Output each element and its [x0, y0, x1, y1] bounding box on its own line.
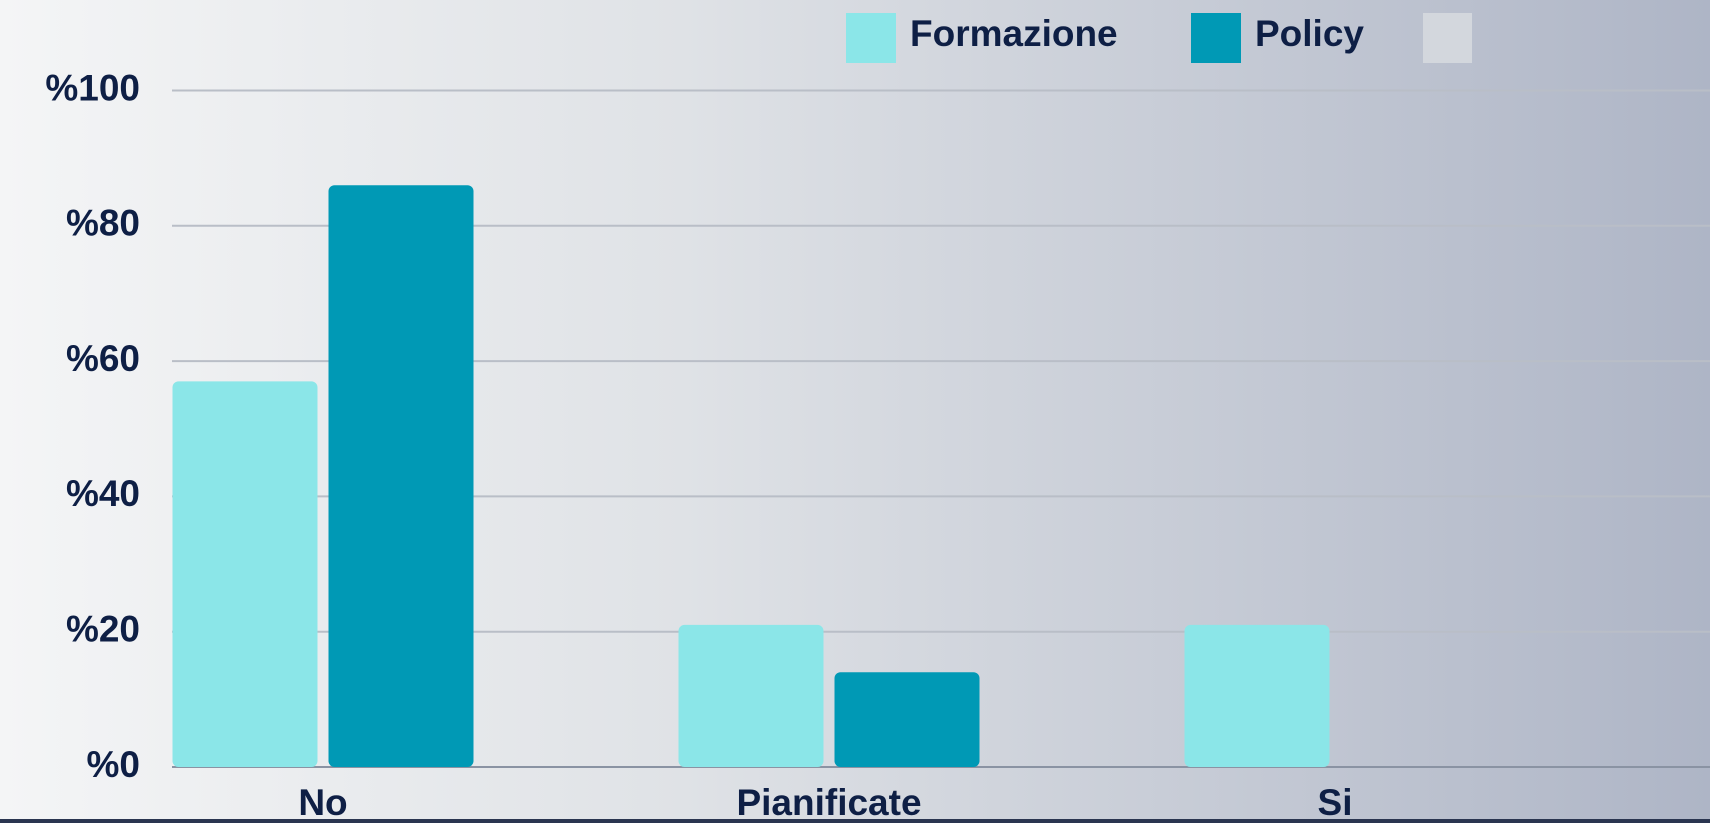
x-tick-label: No — [298, 782, 347, 823]
y-tick-label: %100 — [45, 67, 140, 108]
legend-label: Policy — [1255, 13, 1364, 54]
bar — [1184, 624, 1330, 767]
y-tick-label: %0 — [87, 744, 140, 785]
bar — [172, 381, 318, 767]
y-tick-label: %40 — [66, 473, 140, 514]
bar — [678, 624, 824, 767]
y-tick-label: %20 — [66, 608, 140, 649]
legend-label: Formazione — [910, 13, 1118, 54]
bar — [328, 185, 474, 767]
bar — [834, 672, 980, 767]
legend-swatch — [846, 13, 896, 63]
x-tick-label: Pianificate — [736, 782, 921, 823]
legend-swatch — [1423, 13, 1472, 63]
bottom-border — [0, 819, 1710, 823]
legend-swatch — [1191, 13, 1241, 63]
x-tick-label: Si — [1318, 782, 1353, 823]
y-tick-label: %80 — [66, 203, 140, 244]
y-tick-label: %60 — [66, 338, 140, 379]
